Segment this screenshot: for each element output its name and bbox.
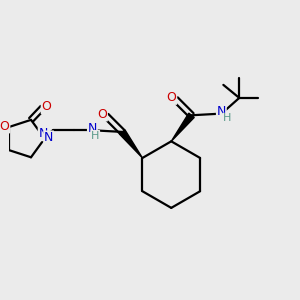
Text: H: H <box>223 113 231 124</box>
Text: N: N <box>217 105 226 118</box>
Text: O: O <box>97 108 107 121</box>
Text: N: N <box>44 131 53 144</box>
Text: O: O <box>41 100 51 113</box>
Text: N: N <box>38 128 48 140</box>
Polygon shape <box>119 130 142 158</box>
Text: O: O <box>167 91 176 104</box>
Polygon shape <box>171 113 194 141</box>
Text: H: H <box>91 131 99 141</box>
Text: N: N <box>88 122 97 135</box>
Text: O: O <box>0 120 10 133</box>
